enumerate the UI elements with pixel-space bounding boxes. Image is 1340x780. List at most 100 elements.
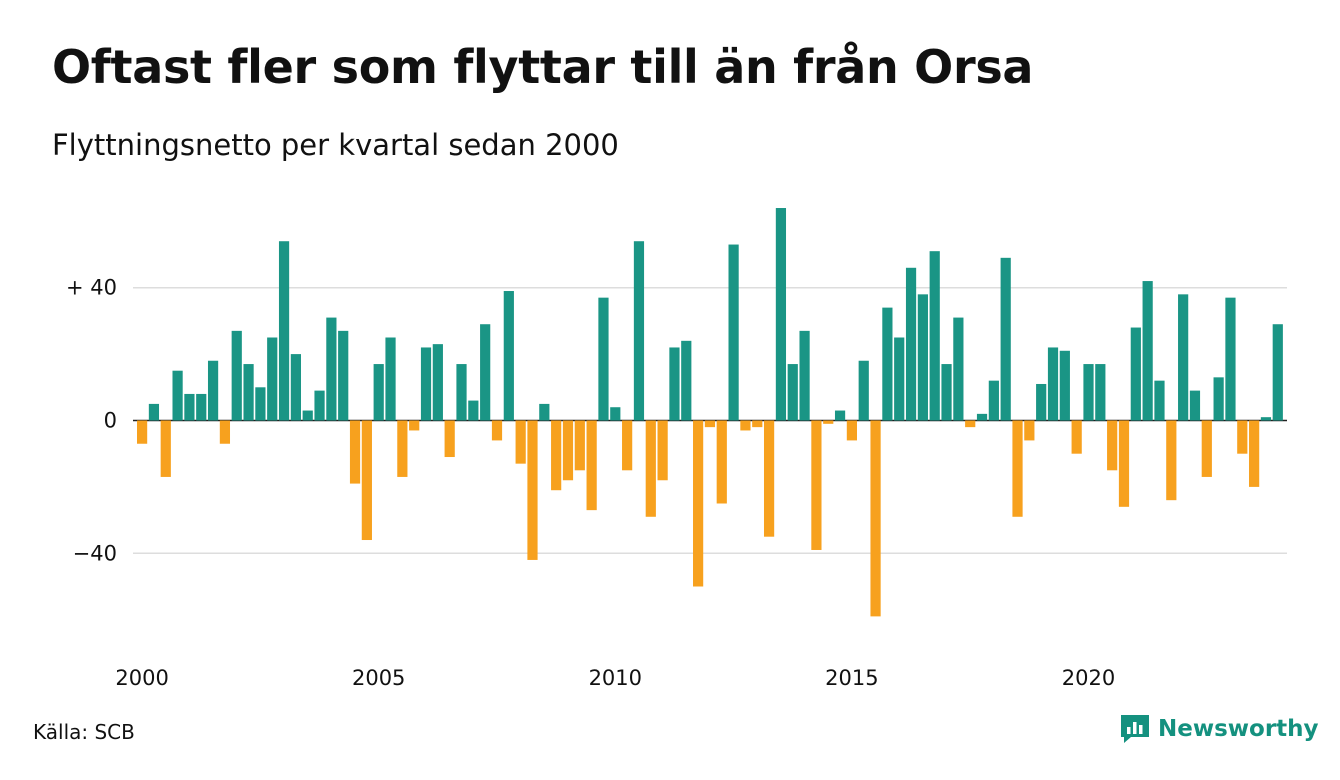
bar bbox=[326, 317, 337, 421]
bar bbox=[752, 420, 763, 428]
y-tick-label: 0 bbox=[104, 409, 117, 433]
x-tick-label: 2005 bbox=[352, 666, 405, 690]
bar bbox=[846, 420, 857, 441]
bar bbox=[1225, 297, 1236, 421]
bar bbox=[160, 420, 171, 477]
bar bbox=[137, 420, 148, 444]
y-tick-label: + 40 bbox=[66, 276, 117, 300]
bar bbox=[1213, 377, 1224, 421]
bar bbox=[1107, 420, 1118, 471]
bar bbox=[669, 347, 680, 421]
newsworthy-logo[interactable]: Newsworthy bbox=[1118, 712, 1319, 746]
bar bbox=[515, 420, 526, 464]
bar bbox=[456, 364, 467, 421]
source-note: Källa: SCB bbox=[33, 720, 135, 744]
bar bbox=[314, 390, 325, 421]
bar bbox=[574, 420, 585, 471]
x-tick-label: 2020 bbox=[1062, 666, 1115, 690]
bar bbox=[562, 420, 574, 481]
bar bbox=[645, 420, 656, 517]
bar bbox=[988, 380, 999, 421]
bar bbox=[976, 413, 988, 421]
bar bbox=[196, 393, 207, 421]
x-tick-label: 2000 bbox=[115, 666, 168, 690]
bar bbox=[1012, 420, 1023, 517]
bar bbox=[633, 241, 645, 421]
bar bbox=[858, 360, 869, 421]
bar bbox=[823, 420, 834, 424]
bar bbox=[1036, 383, 1047, 421]
bar bbox=[148, 403, 160, 421]
bar bbox=[586, 420, 597, 511]
bar bbox=[1000, 257, 1011, 421]
bar bbox=[953, 317, 964, 421]
y-tick-label: −40 bbox=[73, 541, 117, 565]
bar bbox=[539, 403, 550, 421]
bar bbox=[480, 324, 491, 421]
bar bbox=[338, 330, 349, 421]
bar bbox=[657, 420, 668, 481]
bar bbox=[622, 420, 633, 471]
bar bbox=[965, 420, 976, 428]
bar bbox=[929, 251, 940, 421]
bar bbox=[420, 347, 432, 421]
bar bbox=[302, 410, 313, 421]
bar bbox=[1071, 420, 1082, 454]
bar bbox=[894, 337, 905, 421]
bar bbox=[905, 267, 917, 421]
bar bbox=[1272, 324, 1283, 421]
bar bbox=[409, 420, 420, 431]
bar bbox=[278, 241, 290, 421]
bar bbox=[882, 307, 893, 421]
bar bbox=[598, 297, 609, 421]
bar bbox=[361, 420, 372, 541]
bar bbox=[870, 420, 881, 617]
bar bbox=[1260, 417, 1272, 421]
bar bbox=[681, 340, 692, 421]
bar bbox=[503, 291, 514, 421]
bar bbox=[527, 420, 538, 560]
bar bbox=[231, 330, 242, 421]
bar bbox=[1047, 347, 1059, 421]
bar bbox=[811, 420, 822, 550]
bar bbox=[444, 420, 455, 458]
bar bbox=[1130, 327, 1141, 421]
bar bbox=[243, 364, 254, 421]
bar bbox=[917, 294, 928, 421]
chart-title: Oftast fler som flyttar till än från Ors… bbox=[52, 40, 1034, 94]
bar bbox=[1095, 364, 1106, 421]
bar bbox=[255, 387, 266, 421]
bar bbox=[491, 420, 503, 441]
bar bbox=[1083, 364, 1094, 421]
bar bbox=[941, 364, 952, 421]
newsworthy-logo-icon bbox=[1121, 715, 1149, 743]
bar-chart: + 40 0 −40 2000 2005 2010 2015 2020 bbox=[66, 208, 1287, 690]
bar bbox=[704, 420, 716, 428]
bar bbox=[799, 330, 810, 421]
bar bbox=[385, 337, 396, 421]
bar bbox=[740, 420, 751, 431]
bar bbox=[551, 420, 562, 491]
chart-subtitle: Flyttningsnetto per kvartal sedan 2000 bbox=[52, 128, 619, 162]
bar bbox=[1201, 420, 1212, 477]
bar bbox=[728, 244, 739, 421]
x-tick-label: 2010 bbox=[589, 666, 642, 690]
bar bbox=[397, 420, 408, 477]
bar bbox=[610, 407, 621, 421]
bar bbox=[290, 354, 301, 421]
bar bbox=[267, 337, 278, 421]
bar bbox=[693, 420, 704, 587]
bar bbox=[1142, 281, 1153, 421]
bar bbox=[1059, 350, 1070, 421]
bar bbox=[1189, 390, 1201, 421]
x-tick-label: 2015 bbox=[825, 666, 878, 690]
bar bbox=[1178, 294, 1189, 421]
bar bbox=[1166, 420, 1177, 501]
bar bbox=[763, 420, 775, 537]
bar bbox=[172, 370, 183, 421]
bar bbox=[787, 364, 798, 421]
bar bbox=[432, 344, 443, 421]
bar bbox=[184, 393, 195, 421]
brand-name: Newsworthy bbox=[1158, 716, 1319, 742]
bar bbox=[373, 364, 384, 421]
